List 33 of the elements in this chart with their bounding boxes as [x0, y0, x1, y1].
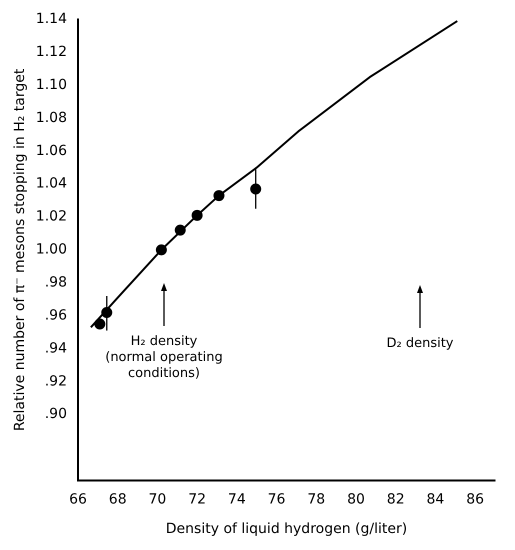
point — [156, 244, 167, 256]
y-axis-title: Relative number of π⁻ mesons stopping in H₂ target — [12, 68, 28, 432]
y-tick-label: .94 — [44, 340, 68, 356]
x-tick-label: 80 — [347, 491, 365, 508]
annotation: D₂ density — [385, 336, 455, 352]
x-tick-label: 86 — [466, 491, 484, 508]
y-tick-label: 1.02 — [36, 208, 67, 225]
x-tick-label: 70 — [148, 491, 166, 508]
x-tick-label: 76 — [268, 491, 286, 508]
x-axis-title: Density of liquid hydrogen (g/liter) — [166, 521, 408, 538]
x-tick-label: 68 — [108, 491, 127, 508]
y-tick-label: 1.14 — [36, 11, 68, 28]
y-tick-label: 1.00 — [36, 242, 67, 258]
x-tick-label: 84 — [426, 491, 444, 508]
y-tick-label: .96 — [44, 307, 68, 324]
y-tick-label: 1.04 — [36, 176, 68, 192]
x-tick-label: 78 — [307, 491, 326, 508]
y-tick-label: .92 — [44, 373, 67, 390]
y-tick-label: 1.06 — [36, 142, 68, 159]
x-tick-label: 72 — [188, 491, 206, 508]
x-tick-label: 82 — [386, 491, 405, 508]
y-tick-label: 1.08 — [36, 110, 67, 126]
x-tick-label: 66 — [69, 491, 87, 508]
y-tick-label: .90 — [44, 406, 67, 422]
y-tick-label: .98 — [44, 274, 67, 290]
point — [174, 224, 186, 236]
x-tick-label: 74 — [228, 491, 246, 508]
annotation: H₂ density (normal operating conditions) — [104, 334, 224, 382]
point — [94, 318, 106, 330]
y-tick-label: 1.12 — [36, 44, 67, 60]
point — [213, 190, 224, 202]
y-tick-label: 1.10 — [36, 76, 67, 93]
point — [192, 210, 203, 221]
